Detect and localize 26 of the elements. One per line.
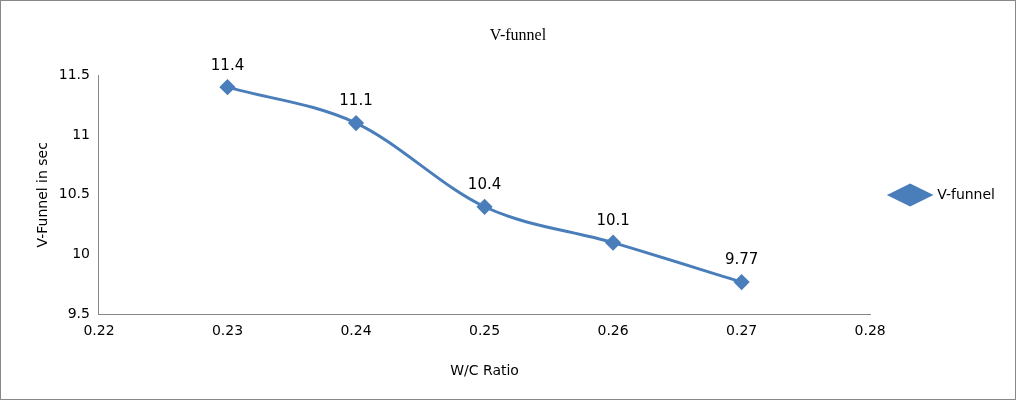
x-tick-label: 0.28 bbox=[854, 322, 886, 339]
data-label: 9.77 bbox=[724, 250, 759, 269]
y-tick-label: 11 bbox=[72, 125, 90, 142]
point bbox=[734, 274, 750, 290]
y-tick-label: 9.5 bbox=[67, 305, 90, 322]
y-tick-label: 11.5 bbox=[58, 65, 90, 82]
x-tick-label: 0.23 bbox=[211, 322, 244, 339]
x-tick-label: 0.27 bbox=[726, 322, 758, 339]
point bbox=[348, 115, 364, 131]
x-axis-title: W/C Ratio bbox=[450, 362, 519, 379]
x-tick-label: 0.24 bbox=[340, 322, 372, 339]
point bbox=[605, 235, 621, 251]
x-tick-label: 0.22 bbox=[83, 322, 115, 339]
x-tick-label: 0.25 bbox=[468, 322, 501, 339]
legend-label: V-funnel bbox=[937, 185, 995, 202]
data-label: 11.1 bbox=[339, 91, 373, 110]
point bbox=[477, 199, 493, 215]
data-label: 10.4 bbox=[467, 175, 502, 194]
data-label: 11.4 bbox=[210, 55, 245, 74]
y-tick-label: 10 bbox=[72, 245, 90, 262]
data-label: 10.1 bbox=[596, 211, 630, 230]
point bbox=[220, 79, 235, 95]
y-axis-title: V-Funnel in sec bbox=[34, 142, 51, 248]
x-tick-label: 0.26 bbox=[597, 322, 629, 339]
chart-title: V-funnel bbox=[489, 25, 547, 43]
y-tick-label: 10.5 bbox=[58, 185, 90, 202]
